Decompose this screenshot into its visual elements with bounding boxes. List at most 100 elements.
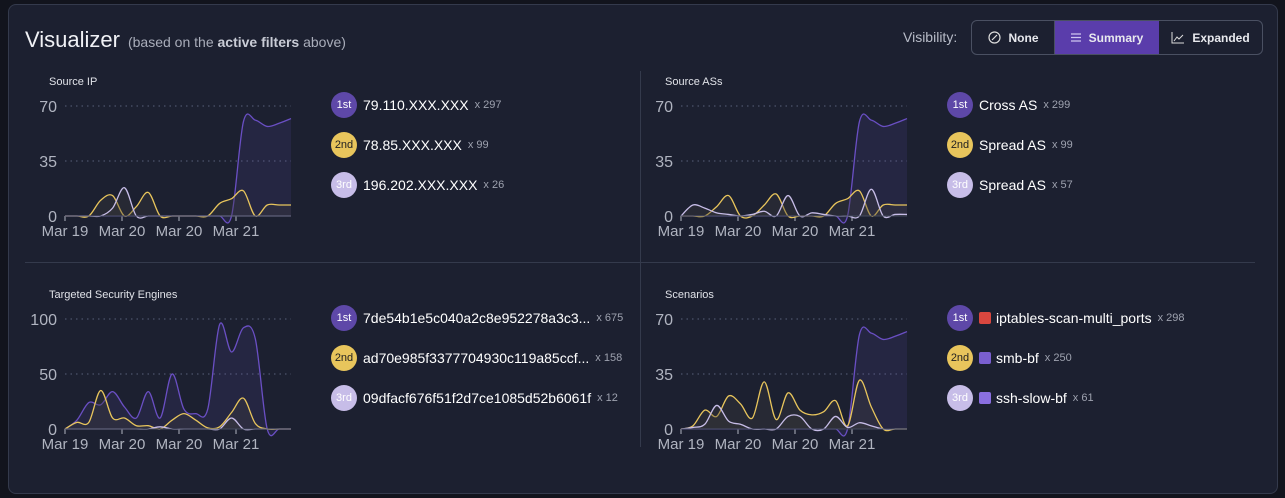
vertical-divider xyxy=(640,71,641,447)
series-area-1 xyxy=(65,113,291,223)
y-tick-label: 0 xyxy=(48,422,57,439)
expanded-button[interactable]: Expanded xyxy=(1159,21,1262,54)
series-line-2 xyxy=(681,189,907,219)
subtitle: (based on the active filters above) xyxy=(128,34,346,50)
rank-badge: 1st xyxy=(331,92,357,118)
list-item[interactable]: 1st 7de54b1e5c040a2c8e952278a3c3... x 675 xyxy=(331,305,623,331)
item-name: Cross AS xyxy=(979,97,1038,113)
list-item[interactable]: 2nd smb-bf x 250 xyxy=(947,345,1072,371)
subtitle-bold: active filters xyxy=(217,34,300,50)
circle-slash-icon xyxy=(987,31,1001,44)
x-tick-label: Mar 20 xyxy=(715,436,762,453)
series-line-1 xyxy=(64,322,291,437)
rank-badge: 1st xyxy=(947,305,973,331)
x-tick-label: Mar 20 xyxy=(99,436,146,453)
line-chart-icon xyxy=(1171,31,1185,43)
x-tick-label: Mar 20 xyxy=(156,436,203,453)
x-tick-label: Mar 20 xyxy=(715,223,762,240)
item-count: x 26 xyxy=(483,179,505,191)
purple-ghost-icon xyxy=(979,392,991,404)
y-tick-label: 35 xyxy=(655,154,673,171)
section-title: Source ASs xyxy=(665,76,723,88)
item-count: x 12 xyxy=(597,392,618,404)
list-item[interactable]: 1st Cross AS x 299 xyxy=(947,92,1070,118)
visualizer-panel: Visualizer (based on the active filters a… xyxy=(8,4,1278,494)
item-name: 196.202.XXX.XXX xyxy=(363,177,478,193)
list-item[interactable]: 3rd Spread AS x 57 xyxy=(947,172,1073,198)
series-area-3 xyxy=(65,418,291,430)
x-tick-label: Mar 19 xyxy=(42,436,89,453)
item-name: ad70e985f3377704930c119a85ccf... xyxy=(363,350,590,366)
list-item[interactable]: 1st 79.110.XXX.XXX x 297 xyxy=(331,92,502,118)
series-area-3 xyxy=(65,187,291,219)
list-icon xyxy=(1070,33,1081,42)
section-source-ip: Source IP 70 35 0 Mar 19 Mar 20 Mar 20 Mar 21 1s… xyxy=(25,76,625,266)
rank-badge: 2nd xyxy=(331,132,357,158)
rank-badge: 3rd xyxy=(331,172,357,198)
x-tick-label: Mar 20 xyxy=(772,223,819,240)
section-targeted-security-engines: Targeted Security Engines 100 50 0 Mar 19 Mar… xyxy=(25,289,625,479)
summary-label: Summary xyxy=(1088,30,1144,45)
item-count: x 99 xyxy=(467,139,489,151)
item-count: x 675 xyxy=(596,312,624,324)
item-name: Spread AS xyxy=(979,177,1046,193)
list-item[interactable]: 1st iptables-scan-multi_ports x 298 xyxy=(947,305,1185,331)
section-title: Scenarios xyxy=(665,289,714,301)
item-count: x 61 xyxy=(1072,392,1094,404)
item-name: ssh-slow-bf xyxy=(996,390,1067,406)
purple-terminal-icon xyxy=(979,352,991,364)
rank-badge: 3rd xyxy=(331,385,357,411)
series-line-3 xyxy=(680,188,908,219)
y-tick-label: 0 xyxy=(664,422,673,439)
none-button[interactable]: None xyxy=(972,21,1055,54)
list-item[interactable]: 2nd 78.85.XXX.XXX x 99 xyxy=(331,132,489,158)
item-name: 09dfacf676f51f2d7ce1085d52b6061f xyxy=(363,390,592,406)
section-title: Targeted Security Engines xyxy=(49,289,178,301)
list-item[interactable]: 3rd 09dfacf676f51f2d7ce1085d52b6061f x 12 xyxy=(331,385,618,411)
item-count: x 158 xyxy=(595,352,623,364)
item-count: x 57 xyxy=(1051,179,1073,191)
x-tick-label: Mar 21 xyxy=(213,436,260,453)
rank-badge: 2nd xyxy=(331,345,357,371)
list-item[interactable]: 2nd Spread AS x 99 xyxy=(947,132,1073,158)
list-item[interactable]: 3rd ssh-slow-bf x 61 xyxy=(947,385,1094,411)
series-line-3 xyxy=(680,404,907,432)
series-area-2 xyxy=(65,190,291,218)
item-count: x 298 xyxy=(1157,312,1185,324)
rank-badge: 1st xyxy=(331,305,357,331)
rank-badge: 3rd xyxy=(947,172,973,198)
x-tick-label: Mar 20 xyxy=(99,223,146,240)
series-line-2 xyxy=(64,389,291,431)
summary-button[interactable]: Summary xyxy=(1055,21,1159,54)
series-area-1 xyxy=(681,113,907,223)
item-name: 78.85.XXX.XXX xyxy=(363,137,462,153)
y-tick-label: 100 xyxy=(30,312,57,329)
expanded-label: Expanded xyxy=(1192,30,1250,45)
rank-badge: 3rd xyxy=(947,385,973,411)
item-name: smb-bf xyxy=(996,350,1039,366)
y-tick-label: 0 xyxy=(664,209,673,226)
y-tick-label: 70 xyxy=(655,99,673,116)
x-tick-label: Mar 21 xyxy=(829,436,876,453)
section-source-ass: Source ASs 70 35 0 Mar 19 Mar 20 Mar 20 Mar 21 1… xyxy=(641,76,1241,266)
series-area-3 xyxy=(681,189,907,218)
rank-badge: 1st xyxy=(947,92,973,118)
list-item[interactable]: 3rd 196.202.XXX.XXX x 26 xyxy=(331,172,504,198)
list-item[interactable]: 2nd ad70e985f3377704930c119a85ccf... x 158 xyxy=(331,345,622,371)
item-count: x 299 xyxy=(1043,99,1071,111)
y-tick-label: 70 xyxy=(39,99,57,116)
red-terminal-icon xyxy=(979,312,991,324)
x-tick-label: Mar 21 xyxy=(829,223,876,240)
y-tick-label: 50 xyxy=(39,367,57,384)
series-area-2 xyxy=(681,190,907,219)
y-tick-label: 70 xyxy=(655,312,673,329)
subtitle-post: above) xyxy=(303,34,346,50)
visibility-label: Visibility: xyxy=(903,29,958,45)
item-name: 7de54b1e5c040a2c8e952278a3c3... xyxy=(363,310,591,326)
item-name: Spread AS xyxy=(979,137,1046,153)
item-count: x 250 xyxy=(1044,352,1072,364)
